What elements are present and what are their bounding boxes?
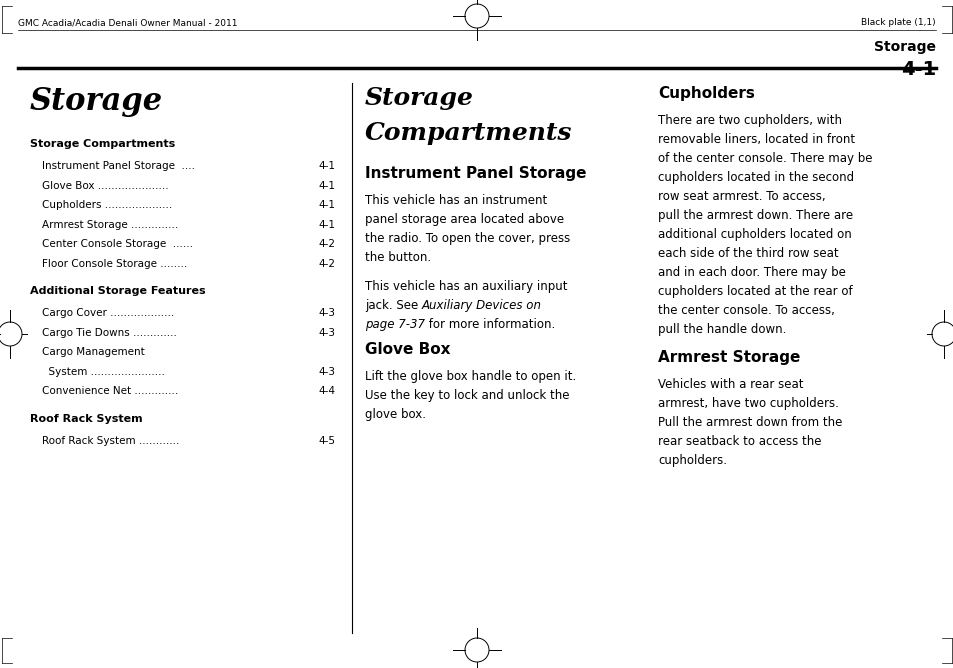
Text: System ......................: System ...................... xyxy=(42,367,168,377)
Text: pull the armrest down. There are: pull the armrest down. There are xyxy=(658,209,852,222)
Text: 4-2: 4-2 xyxy=(317,259,335,269)
Text: Cargo Tie Downs .............: Cargo Tie Downs ............. xyxy=(42,327,180,337)
Text: Roof Rack System ............: Roof Rack System ............ xyxy=(42,436,182,446)
Text: Storage Compartments: Storage Compartments xyxy=(30,139,175,149)
Text: Center Console Storage  ......: Center Console Storage ...... xyxy=(42,239,196,249)
Text: GMC Acadia/Acadia Denali Owner Manual - 2011: GMC Acadia/Acadia Denali Owner Manual - … xyxy=(18,18,237,27)
Text: removable liners, located in front: removable liners, located in front xyxy=(658,133,854,146)
Text: 4-1: 4-1 xyxy=(900,60,935,79)
Text: Convenience Net .............: Convenience Net ............. xyxy=(42,386,181,396)
Text: Compartments: Compartments xyxy=(365,121,572,145)
Text: and in each door. There may be: and in each door. There may be xyxy=(658,266,845,279)
Text: Armrest Storage ..............: Armrest Storage .............. xyxy=(42,220,181,230)
Text: of the center console. There may be: of the center console. There may be xyxy=(658,152,872,165)
Text: 4-2: 4-2 xyxy=(317,239,335,249)
Text: 4-1: 4-1 xyxy=(317,161,335,171)
Text: 4-3: 4-3 xyxy=(317,308,335,318)
Text: for more information.: for more information. xyxy=(424,318,555,331)
Text: the radio. To open the cover, press: the radio. To open the cover, press xyxy=(365,232,570,245)
Text: 4-3: 4-3 xyxy=(317,367,335,377)
Text: the center console. To access,: the center console. To access, xyxy=(658,304,834,317)
Text: armrest, have two cupholders.: armrest, have two cupholders. xyxy=(658,397,838,410)
Text: cupholders located at the rear of: cupholders located at the rear of xyxy=(658,285,852,298)
Text: 4-1: 4-1 xyxy=(317,220,335,230)
Text: Auxiliary Devices on: Auxiliary Devices on xyxy=(421,299,541,312)
Text: Cupholders ....................: Cupholders .................... xyxy=(42,200,175,210)
Text: 4-3: 4-3 xyxy=(317,327,335,337)
Text: the button.: the button. xyxy=(365,251,431,264)
Text: page 7-37: page 7-37 xyxy=(365,318,424,331)
Text: Glove Box .....................: Glove Box ..................... xyxy=(42,180,172,190)
Text: Storage: Storage xyxy=(873,40,935,54)
Text: cupholders.: cupholders. xyxy=(658,454,726,467)
Text: each side of the third row seat: each side of the third row seat xyxy=(658,247,838,260)
Text: Instrument Panel Storage: Instrument Panel Storage xyxy=(365,166,586,181)
Text: Black plate (1,1): Black plate (1,1) xyxy=(861,18,935,27)
Text: This vehicle has an instrument: This vehicle has an instrument xyxy=(365,194,547,207)
Text: Cargo Management: Cargo Management xyxy=(42,347,145,357)
Text: Vehicles with a rear seat: Vehicles with a rear seat xyxy=(658,378,802,391)
Text: glove box.: glove box. xyxy=(365,408,426,421)
Text: 4-4: 4-4 xyxy=(317,386,335,396)
Text: Cupholders: Cupholders xyxy=(658,86,754,101)
Text: Cargo Cover ...................: Cargo Cover ................... xyxy=(42,308,177,318)
Text: panel storage area located above: panel storage area located above xyxy=(365,213,563,226)
Text: Roof Rack System: Roof Rack System xyxy=(30,413,143,424)
Text: 4-1: 4-1 xyxy=(317,180,335,190)
Text: Lift the glove box handle to open it.: Lift the glove box handle to open it. xyxy=(365,370,576,383)
Text: jack. See: jack. See xyxy=(365,299,421,312)
Text: This vehicle has an auxiliary input: This vehicle has an auxiliary input xyxy=(365,280,567,293)
Text: rear seatback to access the: rear seatback to access the xyxy=(658,435,821,448)
Text: Instrument Panel Storage  ....: Instrument Panel Storage .... xyxy=(42,161,198,171)
Text: 4-1: 4-1 xyxy=(317,200,335,210)
Text: Armrest Storage: Armrest Storage xyxy=(658,350,800,365)
Text: Storage: Storage xyxy=(365,86,474,110)
Text: Pull the armrest down from the: Pull the armrest down from the xyxy=(658,416,841,429)
Text: 4-5: 4-5 xyxy=(317,436,335,446)
Text: Additional Storage Features: Additional Storage Features xyxy=(30,286,206,296)
Text: row seat armrest. To access,: row seat armrest. To access, xyxy=(658,190,824,203)
Text: Floor Console Storage ........: Floor Console Storage ........ xyxy=(42,259,191,269)
Text: additional cupholders located on: additional cupholders located on xyxy=(658,228,851,241)
Text: There are two cupholders, with: There are two cupholders, with xyxy=(658,114,841,127)
Text: Storage: Storage xyxy=(30,86,163,117)
Text: pull the handle down.: pull the handle down. xyxy=(658,323,785,336)
Text: Use the key to lock and unlock the: Use the key to lock and unlock the xyxy=(365,389,569,402)
Text: cupholders located in the second: cupholders located in the second xyxy=(658,171,853,184)
Text: Glove Box: Glove Box xyxy=(365,342,450,357)
